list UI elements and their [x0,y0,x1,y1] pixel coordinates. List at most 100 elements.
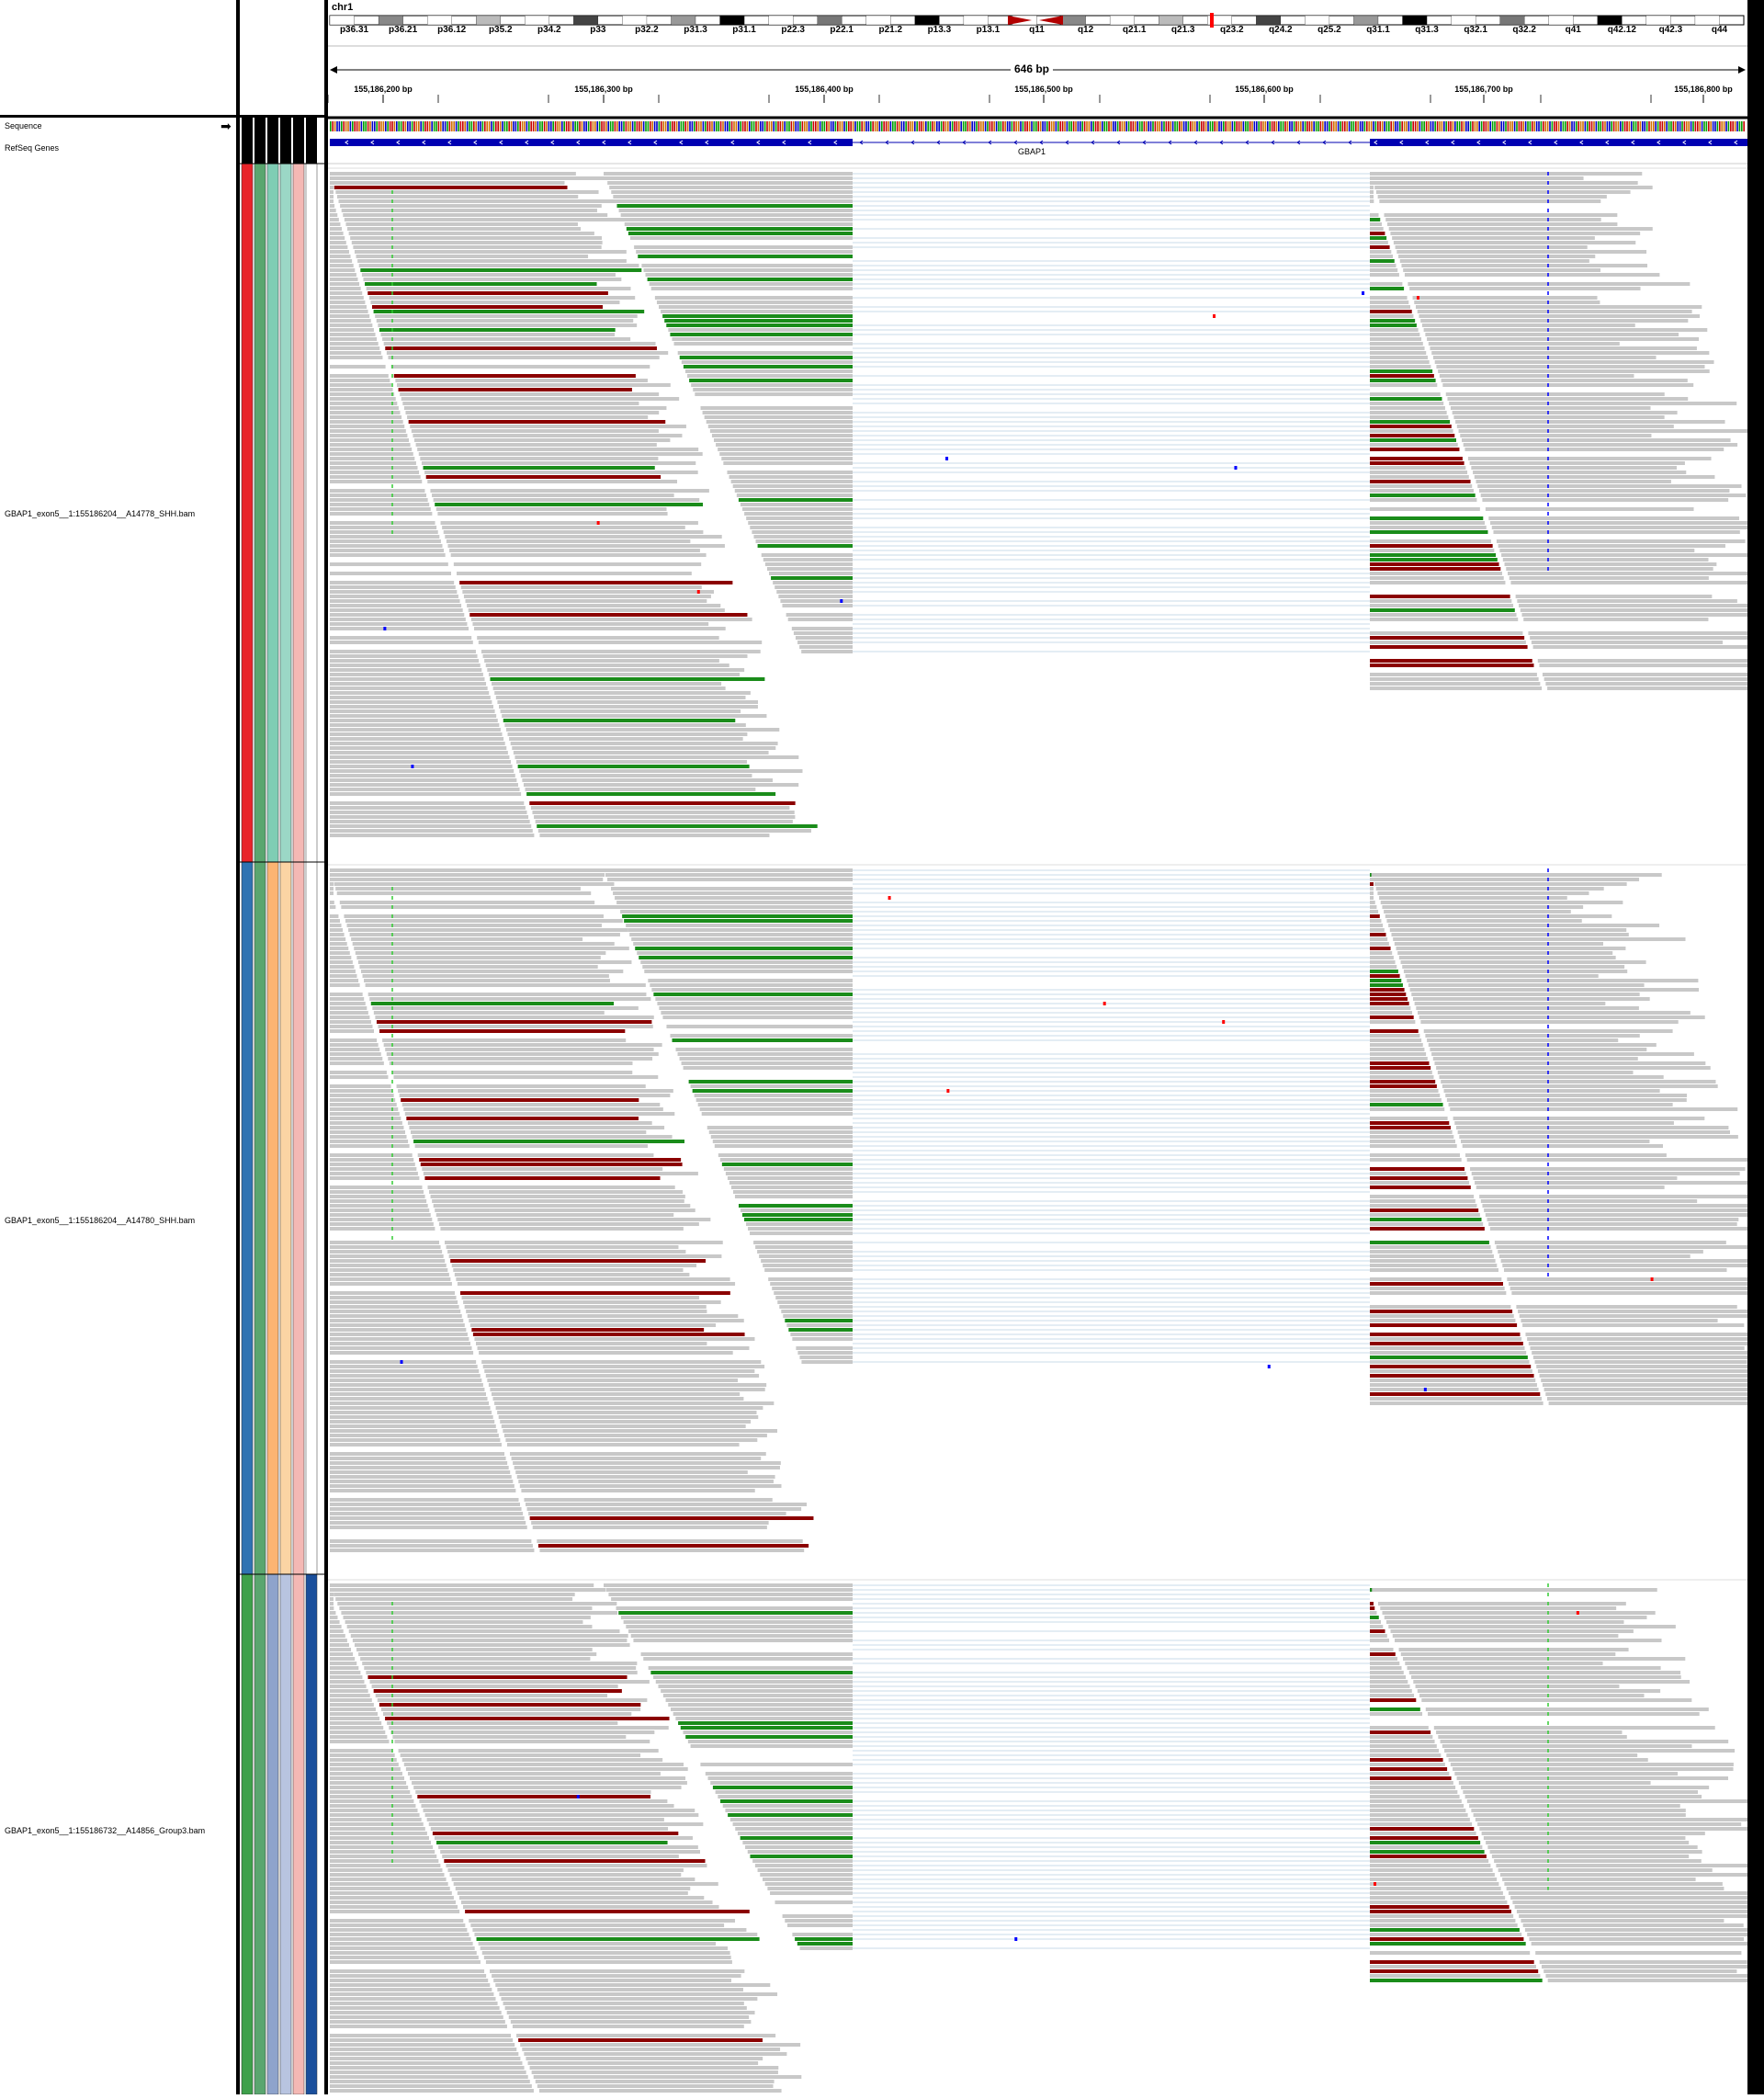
aligned-read [1529,1937,1745,1941]
aligned-read [1388,924,1660,927]
aligned-read [503,2002,744,2005]
aligned-read [757,1868,853,1872]
mismatch-base [1423,1388,1427,1391]
strand-arrow-icon [705,140,709,145]
aligned-read [1428,1043,1657,1047]
aligned-read [330,1038,378,1042]
aligned-read [1370,1730,1431,1734]
aligned-read [1370,1084,1437,1088]
aligned-read [414,1144,649,1148]
sample-name-3[interactable]: GBAP1_exon5__1:155186732__A14856_Group3.… [5,1826,206,1835]
aligned-read [728,1813,853,1817]
sequence-base [1024,121,1026,131]
sequence-base [667,121,669,131]
aligned-read [447,1868,684,1872]
track-name-header [0,0,240,118]
sequence-base [1291,121,1293,131]
attr-header-cell [293,118,304,164]
aligned-read [330,691,490,695]
sequence-base [1212,121,1214,131]
aligned-read [1500,1259,1747,1263]
aligned-read [1370,979,1402,982]
aligned-read [330,425,405,428]
aligned-read [1400,960,1646,964]
aligned-read [330,218,339,221]
aligned-read [1463,443,1738,447]
aligned-read [1370,484,1473,488]
sequence-base [1099,121,1102,131]
sequence-base [1447,121,1450,131]
aligned-read [1370,1827,1475,1831]
aligned-read [618,1611,853,1615]
aligned-read [1479,1195,1747,1198]
aligned-read [1370,993,1407,996]
aligned-read [1385,218,1601,221]
aligned-read [1467,457,1712,460]
aligned-read [1405,1662,1603,1665]
aligned-read [744,1218,853,1221]
aligned-read [330,512,433,516]
aligned-read [1370,310,1412,313]
sequence-base [629,121,631,131]
sequence-base [965,121,967,131]
aligned-read [1420,319,1689,323]
sequence-base [1576,121,1577,131]
mismatch-base [946,1089,950,1093]
sample-name-1[interactable]: GBAP1_exon5__1:155186204__A14778_SHH.bam [5,509,196,518]
aligned-read [1370,323,1417,327]
sequence-base [947,121,949,131]
aligned-read [1370,379,1436,382]
sequence-base [1664,121,1666,131]
strand-arrow-icon[interactable]: ➡ [220,119,232,133]
aligned-read [504,2006,747,2010]
sequence-base [1708,121,1710,131]
sequence-base [462,121,464,131]
aligned-read [379,328,616,332]
aligned-read [1474,475,1715,479]
sequence-base [535,121,537,131]
aligned-read [1522,1323,1745,1327]
sequence-base [863,121,865,131]
data-panel[interactable]: chr1 p36.31 p36.21 p36.12 p35.2 p34.2 p33 p32.… [327,0,1747,2094]
aligned-read [330,1597,334,1601]
aligned-read [330,346,380,350]
aligned-read [678,1721,853,1725]
aligned-read [330,1735,388,1739]
aligned-read [1370,259,1395,263]
refseq-track-name[interactable]: RefSeq Genes [5,143,60,153]
mismatch-base [1234,466,1238,470]
alignment-view[interactable]: p36.31 p36.21 p36.12 p35.2 p34.2 p33 p32.2 p31.… [327,0,1747,2094]
aligned-read [330,498,428,502]
aligned-read [1535,1951,1742,1955]
aligned-read [330,783,518,787]
sequence-base [1048,121,1050,131]
sequence-base [1289,121,1291,131]
aligned-read [398,1749,659,1753]
aligned-read [330,1625,342,1628]
aligned-read [435,507,667,511]
sample-name-2[interactable]: GBAP1_exon5__1:155186204__A14780_SHH.bam [5,1216,196,1225]
sequence-base [1716,121,1719,131]
sequence-track-name[interactable]: Sequence [5,121,42,130]
aligned-read [1370,227,1384,231]
aligned-read [1370,434,1455,437]
aligned-read [615,199,853,203]
aligned-read [633,942,853,946]
aligned-read [330,1379,482,1382]
aligned-read [1524,1928,1747,1932]
centromere-icon [1039,16,1063,25]
aligned-read [622,914,853,918]
strand-arrow-icon [499,140,503,145]
sequence-base [1513,121,1516,131]
attribute-columns[interactable] [240,118,324,2095]
aligned-read [330,1277,451,1281]
aligned-read [330,1048,380,1051]
aligned-read [786,613,853,617]
sequence-base [517,121,519,131]
aligned-read [1382,1611,1656,1615]
strand-arrow-icon [1579,140,1584,145]
sequence-base [1511,121,1513,131]
sequence-base [1293,121,1295,131]
aligned-read [330,960,353,964]
aligned-read [330,636,472,640]
